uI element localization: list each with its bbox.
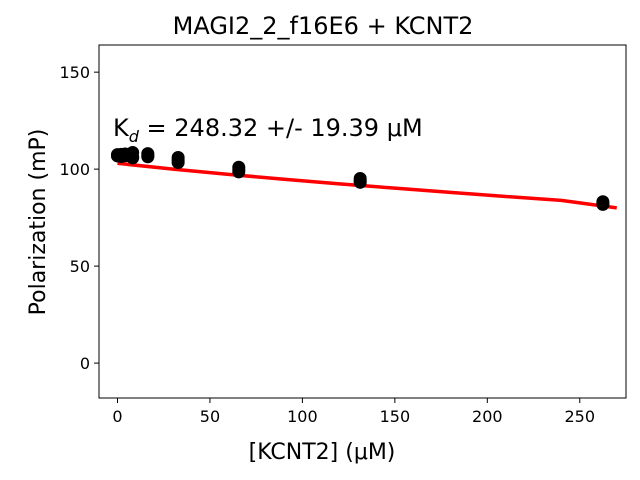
y-axis-label: Polarization (mP) — [26, 129, 51, 316]
fit-line — [117, 161, 617, 210]
kd-prefix: K — [113, 114, 130, 142]
points-layer — [110, 145, 610, 211]
data-point — [171, 153, 185, 167]
kd-subscript: d — [129, 127, 140, 146]
plot-area — [98, 44, 627, 399]
y-tick-label: 100 — [59, 160, 90, 179]
data-point — [126, 151, 140, 165]
y-axis-ticks: 0 50 100 150 — [59, 63, 99, 373]
x-tick-label: 100 — [287, 407, 318, 426]
data-point — [141, 149, 155, 163]
y-tick-label: 150 — [59, 63, 90, 82]
x-tick-label: 200 — [472, 407, 503, 426]
y-tick-label: 0 — [80, 354, 90, 373]
x-tick-label: 0 — [112, 407, 122, 426]
data-point — [596, 196, 610, 210]
x-axis-label: [KCNT2] (μM) — [249, 440, 396, 465]
chart-title: MAGI2_2_f16E6 + KCNT2 — [173, 12, 474, 40]
x-tick-label: 150 — [380, 407, 411, 426]
fit-layer — [117, 161, 617, 210]
plot-frame — [98, 44, 627, 399]
x-axis-ticks: 0 50 100 150 200 250 — [112, 398, 595, 426]
kd-value: = 248.32 +/- 19.39 μM — [139, 114, 423, 142]
data-point — [232, 163, 246, 177]
x-tick-label: 250 — [564, 407, 595, 426]
y-tick-label: 50 — [70, 257, 90, 276]
data-point — [353, 174, 367, 188]
kd-annotation: Kd = 248.32 +/- 19.39 μM — [113, 114, 423, 146]
x-tick-label: 50 — [200, 407, 220, 426]
